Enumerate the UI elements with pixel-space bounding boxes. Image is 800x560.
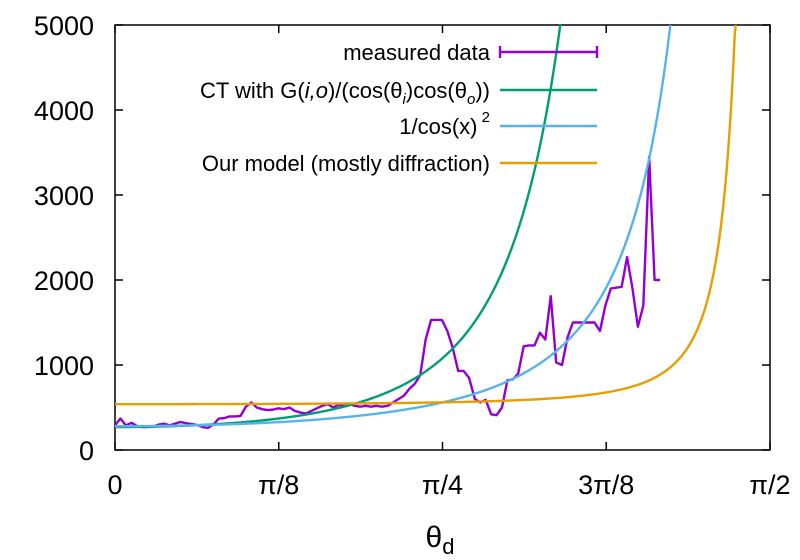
legend-label-ct: CT with G(i,o)/(cos(θi)cos(θo)): [200, 78, 490, 108]
series-layer: [114, 23, 738, 430]
x-axis-label-subscript: d: [442, 534, 454, 559]
x-tick-label: π/4: [422, 470, 463, 500]
x-axis-label: θd: [426, 521, 455, 559]
legend-label-sec2: 1/cos(x) 2: [399, 109, 490, 139]
series-line-sec2: [114, 24, 672, 428]
series-line-measured: [114, 155, 660, 430]
legend-label-model: Our model (mostly diffraction): [202, 151, 490, 176]
y-tick-label: 4000: [34, 96, 94, 126]
y-tick-label: 0: [79, 436, 94, 466]
x-tick-label: 0: [107, 470, 122, 500]
y-tick-label: 1000: [34, 351, 94, 381]
y-tick-label: 3000: [34, 181, 94, 211]
x-tick-label: 3π/8: [578, 470, 634, 500]
legend: measured data CT with G(i,o)/(cos(θi)cos…: [200, 40, 599, 176]
y-tick-label: 5000: [34, 11, 94, 41]
x-axis-label-theta: θ: [426, 521, 443, 554]
legend-label-measured: measured data: [343, 40, 491, 65]
y-tick-label: 2000: [34, 266, 94, 296]
ticks-layer: 0 π/8 π/4 3π/8 π/2 0 1000 2000 3000 4000 5000: [34, 11, 791, 500]
x-tick-label: π/2: [749, 470, 790, 500]
x-tick-label: π/8: [258, 470, 299, 500]
series-line-model: [114, 24, 738, 406]
